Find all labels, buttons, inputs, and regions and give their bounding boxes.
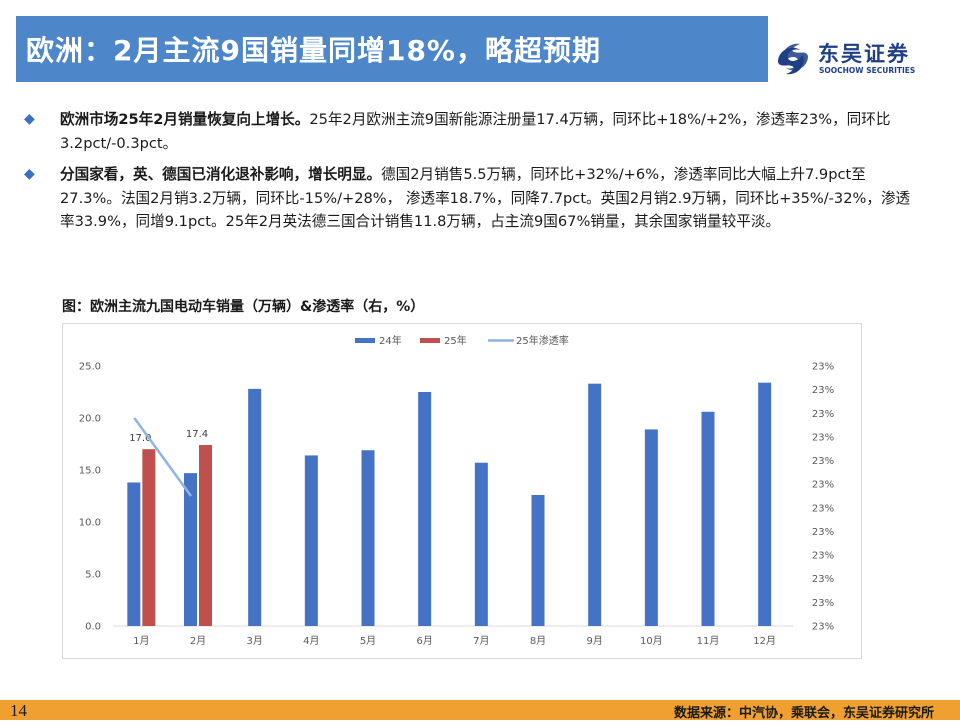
y-tick-label: 25.0 — [79, 362, 101, 373]
y-tick-label: 15.0 — [79, 466, 101, 477]
bar-24 — [304, 455, 318, 626]
y-tick-label: 20.0 — [79, 414, 101, 425]
bullet-1-body: 25年2月欧洲主流9国新能源注册量17.4万辆，同环比+18%/+2%，渗透率2… — [60, 111, 891, 152]
diamond-bullet-icon: ◆ — [24, 111, 35, 127]
y2-tick-label: 23% — [812, 362, 834, 373]
bar-24 — [644, 429, 658, 626]
y2-tick-label: 23% — [812, 527, 834, 538]
x-tick-label: 10月 — [640, 635, 663, 647]
bar-24 — [248, 388, 262, 626]
page-title: 欧洲：2月主流9国销量同增18%，略超预期 — [26, 34, 601, 67]
x-tick-label: 3月 — [246, 635, 262, 647]
legend-label-penetration: 25年渗透率 — [516, 334, 569, 347]
soochow-logo-icon — [778, 43, 808, 75]
diamond-bullet-icon: ◆ — [24, 166, 35, 182]
penetration-line — [133, 417, 193, 497]
bar-25 — [199, 445, 212, 626]
bar-24 — [531, 494, 545, 626]
bar-24 — [588, 383, 602, 626]
y-tick-label: 5.0 — [85, 570, 101, 581]
bar-24 — [127, 482, 141, 626]
x-tick-label: 8月 — [530, 635, 546, 647]
chart-title: 图：欧洲主流九国电动车销量（万辆）&渗透率（右，%） — [62, 299, 425, 315]
y2-tick-label: 23% — [812, 574, 834, 585]
y2-tick-label: 23% — [812, 503, 834, 514]
page-number: 14 — [10, 701, 27, 720]
x-tick-label: 7月 — [473, 635, 489, 647]
x-tick-label: 4月 — [303, 635, 319, 647]
bar-24 — [474, 462, 488, 626]
x-tick-label: 9月 — [586, 635, 602, 647]
bullet-2-highlight: 分国家看，英、德国已消化退补影响，增长明显。 — [60, 166, 382, 183]
y-tick-label: 0.0 — [85, 622, 101, 633]
data-source: 数据来源：中汽协，乘联会，东吴证券研究所 — [673, 706, 934, 721]
title-bar: 欧洲：2月主流9国销量同增18%，略超预期 — [16, 16, 768, 82]
chart-frame: 0.0 5.0 10.0 15.0 20.0 25.0 23% 23% 23% 23% 23% 23%… — [62, 323, 862, 659]
y-tick-label: 10.0 — [79, 518, 101, 529]
y2-tick-label: 23% — [812, 551, 834, 562]
footer-bar: 14 数据来源：中汽协，乘联会，东吴证券研究所 — [0, 700, 960, 721]
bar-24 — [184, 473, 197, 626]
y2-tick-label: 23% — [812, 598, 834, 609]
y2-tick-label: 23% — [812, 385, 834, 396]
bar-24 — [701, 411, 715, 626]
y2-tick-label: 23% — [812, 480, 834, 491]
x-tick-label: 2月 — [190, 635, 206, 647]
x-tick-label: 1月 — [133, 635, 149, 647]
y2-tick-label: 23% — [812, 456, 834, 467]
logo-text-cn: 东吴证券 — [818, 42, 910, 66]
bar-25 — [142, 449, 156, 626]
x-tick-label: 5月 — [360, 635, 376, 647]
sales-chart: 0.0 5.0 10.0 15.0 20.0 25.0 23% 23% 23% 23% 23% 23%… — [79, 334, 834, 647]
bar-25-data-label: 17.0 — [129, 433, 151, 444]
x-tick-label: 6月 — [416, 635, 432, 647]
legend-label-24: 24年 — [379, 334, 402, 347]
legend-swatch-25 — [420, 338, 440, 343]
bar-24 — [758, 382, 772, 626]
y2-tick-label: 23% — [812, 432, 834, 443]
bar-24 — [361, 450, 375, 626]
bar-25-data-label: 17.4 — [186, 429, 208, 440]
bullet-2-body: 德国2月销售5.5万辆，同环比+32%/+6%，渗透率同比大幅上升7.9pct至… — [60, 166, 911, 230]
bullet-1-highlight: 欧洲市场25年2月销量恢复向上增长。 — [60, 111, 310, 128]
legend-swatch-24 — [355, 338, 375, 343]
x-tick-label: 11月 — [697, 635, 720, 647]
x-tick-label: 12月 — [753, 635, 776, 647]
bar-24 — [418, 392, 432, 626]
bullet-text-2: 分国家看，英、德国已消化退补影响，增长明显。德国2月销售5.5万辆，同环比+32… — [60, 163, 924, 234]
y2-tick-label: 23% — [812, 622, 834, 633]
brand-logo: 东吴证券 SOOCHOW SECURITIES — [772, 38, 942, 80]
y2-tick-label: 23% — [812, 409, 834, 420]
legend-label-25: 25年 — [444, 334, 467, 347]
bullet-text-1: 欧洲市场25年2月销量恢复向上增长。25年2月欧洲主流9国新能源注册量17.4万… — [60, 108, 924, 155]
logo-text-en: SOOCHOW SECURITIES — [819, 66, 916, 75]
